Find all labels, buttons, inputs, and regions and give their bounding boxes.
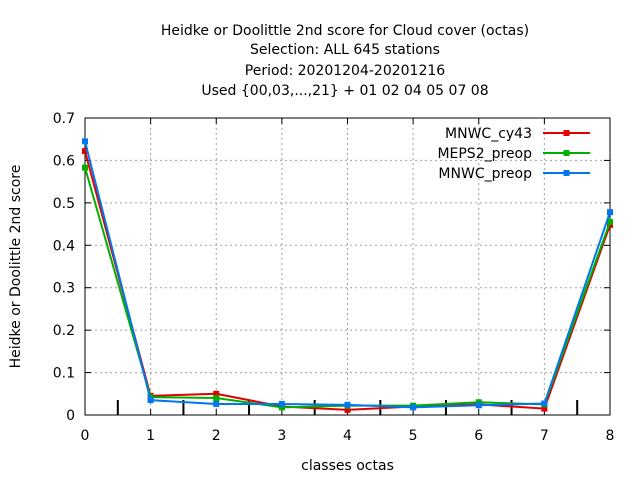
- data-point-MNWC_cy43: [344, 406, 351, 413]
- legend-marker: [563, 170, 570, 176]
- title-line-4: Used {00,03,...,21} + 01 02 04 05 07 08: [201, 83, 488, 99]
- plot-area: [84, 117, 611, 416]
- y-tick-label: 0.2: [53, 323, 75, 339]
- legend-label: MNWC_preop: [438, 166, 532, 182]
- x-tick-label: 3: [277, 428, 286, 444]
- x-tick-labels: 0 1 2 3 4 5 6 7 8: [81, 428, 615, 444]
- y-tick-label: 0.7: [53, 111, 75, 127]
- title-line-2: Selection: ALL 645 stations: [250, 42, 440, 58]
- data-point-MNWC_preop: [475, 402, 482, 409]
- legend-marker: [563, 150, 570, 156]
- data-point-MNWC_preop: [607, 209, 613, 216]
- data-point-MNWC_cy43: [82, 148, 88, 155]
- data-point-MNWC_preop: [344, 401, 351, 408]
- data-point-MNWC_cy43: [541, 405, 548, 412]
- legend-marker: [563, 130, 570, 136]
- y-tick-labels: 0 0.1 0.2 0.3 0.4 0.5 0.6 0.7: [53, 111, 75, 424]
- y-tick-label: 0.5: [53, 196, 75, 212]
- axis-ticks: [84, 117, 611, 416]
- y-tick-label: 0: [66, 408, 75, 424]
- data-point-MEPS2_preop: [607, 218, 613, 225]
- y-tick-label: 0.1: [53, 366, 75, 382]
- x-axis-label: classes octas: [301, 458, 394, 474]
- x-tick-label: 7: [540, 428, 549, 444]
- data-point-MNWC_preop: [213, 400, 220, 407]
- x-tick-label: 2: [212, 428, 221, 444]
- title-line-3: Period: 20201204-20201216: [245, 63, 445, 79]
- legend: MNWC_cy43 MEPS2_preop MNWC_preop: [437, 126, 590, 182]
- midpoint-markers: [116, 400, 579, 415]
- data-point-MNWC_preop: [147, 397, 154, 404]
- x-tick-label: 6: [474, 428, 483, 444]
- legend-label: MNWC_cy43: [445, 126, 532, 142]
- legend-label: MEPS2_preop: [437, 146, 532, 162]
- chart-title: Heidke or Doolittle 2nd score for Cloud …: [161, 23, 529, 99]
- y-tick-label: 0.3: [53, 281, 75, 297]
- data-point-MEPS2_preop: [82, 164, 88, 171]
- data-point-MNWC_preop: [278, 400, 285, 407]
- series-lines: [82, 138, 613, 413]
- data-point-MNWC_preop: [410, 404, 417, 411]
- y-tick-label: 0.6: [53, 153, 75, 169]
- data-point-MNWC_cy43: [213, 390, 220, 397]
- data-point-MNWC_preop: [82, 138, 88, 145]
- data-point-MEPS2_preop: [213, 395, 220, 402]
- grid: [85, 118, 610, 415]
- x-tick-label: 0: [81, 428, 90, 444]
- y-axis-label: Heidke or Doolittle 2nd score: [8, 165, 24, 369]
- x-tick-label: 4: [343, 428, 352, 444]
- y-tick-label: 0.4: [53, 238, 75, 254]
- title-line-1: Heidke or Doolittle 2nd score for Cloud …: [161, 23, 529, 39]
- x-tick-label: 5: [409, 428, 418, 444]
- data-point-MNWC_preop: [541, 400, 548, 407]
- x-tick-label: 1: [146, 428, 155, 444]
- x-tick-label: 8: [606, 428, 615, 444]
- data-point-MEPS2_preop: [278, 404, 285, 411]
